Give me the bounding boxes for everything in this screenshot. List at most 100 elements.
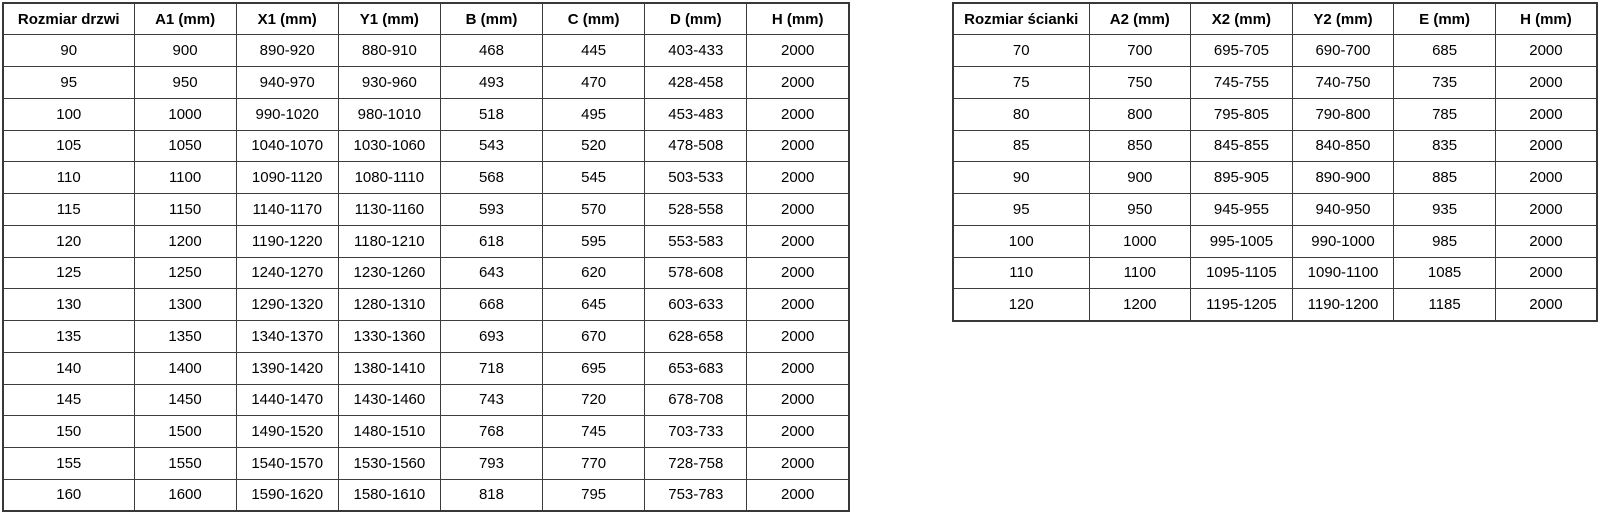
table-row: 160 1600 1590-1620 1580-1610 818 795 753-783 20… [2,478,850,512]
table-cell: 95 [2,66,135,99]
table-cell: 100 [2,97,135,131]
table-cell: 1040-1070 [235,129,339,163]
table-cell: 793 [439,447,544,480]
table-row: 130 1300 1290-1320 1280-1310 668 645 603-633 20… [2,288,850,321]
table-cell: 2000 [746,415,850,448]
table-cell: 2000 [1494,256,1598,290]
table-cell: 1080-1110 [337,161,441,194]
table-cell: 745-755 [1190,66,1293,99]
wall-size-table: Rozmiar ścianki A2 (mm) X2 (mm) Y2 (mm) E (m… [952,2,1598,322]
table-row: 115 1150 1140-1170 1130-1160 593 570 528-558 20… [2,193,850,226]
table-cell: 980-1010 [337,97,441,131]
table-row: 85 850 845-855 840-850 835 2000 [952,129,1598,163]
table-cell: 518 [439,97,544,131]
table-cell: 1530-1560 [337,447,441,480]
table-row: 120 1200 1195-1205 1190-1200 1185 2000 [952,288,1598,321]
table-cell: 795-805 [1190,97,1293,131]
header-row: Rozmiar ścianki A2 (mm) X2 (mm) Y2 (mm) E (m… [952,2,1598,36]
table-cell: 453-483 [644,97,748,131]
column-header: C (mm) [542,2,646,36]
table-cell: 1195-1205 [1190,288,1293,321]
table-cell: 1130-1160 [337,193,441,226]
table-cell: 1240-1270 [235,256,339,290]
table-cell: 570 [542,193,646,226]
table-cell: 1340-1370 [235,320,339,353]
table-cell: 695-705 [1190,34,1293,67]
table-cell: 428-458 [644,66,748,99]
table-cell: 1000 [133,97,237,131]
table-cell: 2000 [1494,161,1598,194]
column-header: Rozmiar drzwi [2,2,135,36]
table-cell: 2000 [746,447,850,480]
table-cell: 800 [1088,97,1192,131]
table-cell: 2000 [746,66,850,99]
table-cell: 90 [2,34,135,67]
table-cell: 1200 [133,224,237,258]
table-cell: 1330-1360 [337,320,441,353]
table-cell: 1500 [133,415,237,448]
table-cell: 930-960 [337,66,441,99]
table-cell: 1190-1200 [1291,288,1395,321]
table-cell: 468 [439,34,544,67]
table-cell: 950 [1088,193,1192,226]
table-cell: 445 [542,34,646,67]
table-row: 90 900 895-905 890-900 885 2000 [952,161,1598,194]
table-cell: 2000 [1494,288,1598,321]
table-cell: 885 [1393,161,1496,194]
table-cell: 595 [542,224,646,258]
table-cell: 543 [439,129,544,163]
table-cell: 120 [2,224,135,258]
table-cell: 95 [952,193,1090,226]
table-cell: 140 [2,351,135,385]
table-cell: 1200 [1088,288,1192,321]
table-cell: 135 [2,320,135,353]
table-cell: 895-905 [1190,161,1293,194]
column-header: A2 (mm) [1088,2,1192,36]
table-cell: 2000 [1494,224,1598,258]
table-row: 145 1450 1440-1470 1430-1460 743 720 678-708 20… [2,383,850,417]
table-cell: 628-658 [644,320,748,353]
table-cell: 643 [439,256,544,290]
column-header: Rozmiar ścianki [952,2,1090,36]
table-cell: 70 [952,34,1090,67]
table-cell: 1250 [133,256,237,290]
table-cell: 1100 [1088,256,1192,290]
table-cell: 785 [1393,97,1496,131]
table-cell: 768 [439,415,544,448]
table-cell: 1230-1260 [337,256,441,290]
table-cell: 990-1020 [235,97,339,131]
table-cell: 520 [542,129,646,163]
table-cell: 890-900 [1291,161,1395,194]
table-cell: 1440-1470 [235,383,339,417]
column-header: H (mm) [1494,2,1598,36]
table-cell: 578-608 [644,256,748,290]
table-cell: 850 [1088,129,1192,163]
table-row: 95 950 945-955 940-950 935 2000 [952,193,1598,226]
table-cell: 770 [542,447,646,480]
column-header: A1 (mm) [133,2,237,36]
table-cell: 100 [952,224,1090,258]
table-row: 75 750 745-755 740-750 735 2000 [952,66,1598,99]
table-cell: 2000 [746,256,850,290]
table-cell: 2000 [746,383,850,417]
table-cell: 2000 [746,351,850,385]
table-cell: 2000 [746,320,850,353]
table-cell: 2000 [746,97,850,131]
table-cell: 945-955 [1190,193,1293,226]
table-row: 125 1250 1240-1270 1230-1260 643 620 578-608 20… [2,256,850,290]
table-cell: 740-750 [1291,66,1395,99]
table-cell: 940-970 [235,66,339,99]
table-cell: 880-910 [337,34,441,67]
table-cell: 900 [1088,161,1192,194]
table-cell: 1140-1170 [235,193,339,226]
table-cell: 743 [439,383,544,417]
table-cell: 745 [542,415,646,448]
table-cell: 80 [952,97,1090,131]
table-cell: 1380-1410 [337,351,441,385]
table-cell: 503-533 [644,161,748,194]
table-cell: 75 [952,66,1090,99]
table-row: 140 1400 1390-1420 1380-1410 718 695 653-683 20… [2,351,850,385]
table-cell: 735 [1393,66,1496,99]
table-row: 105 1050 1040-1070 1030-1060 543 520 478-508 20… [2,129,850,163]
